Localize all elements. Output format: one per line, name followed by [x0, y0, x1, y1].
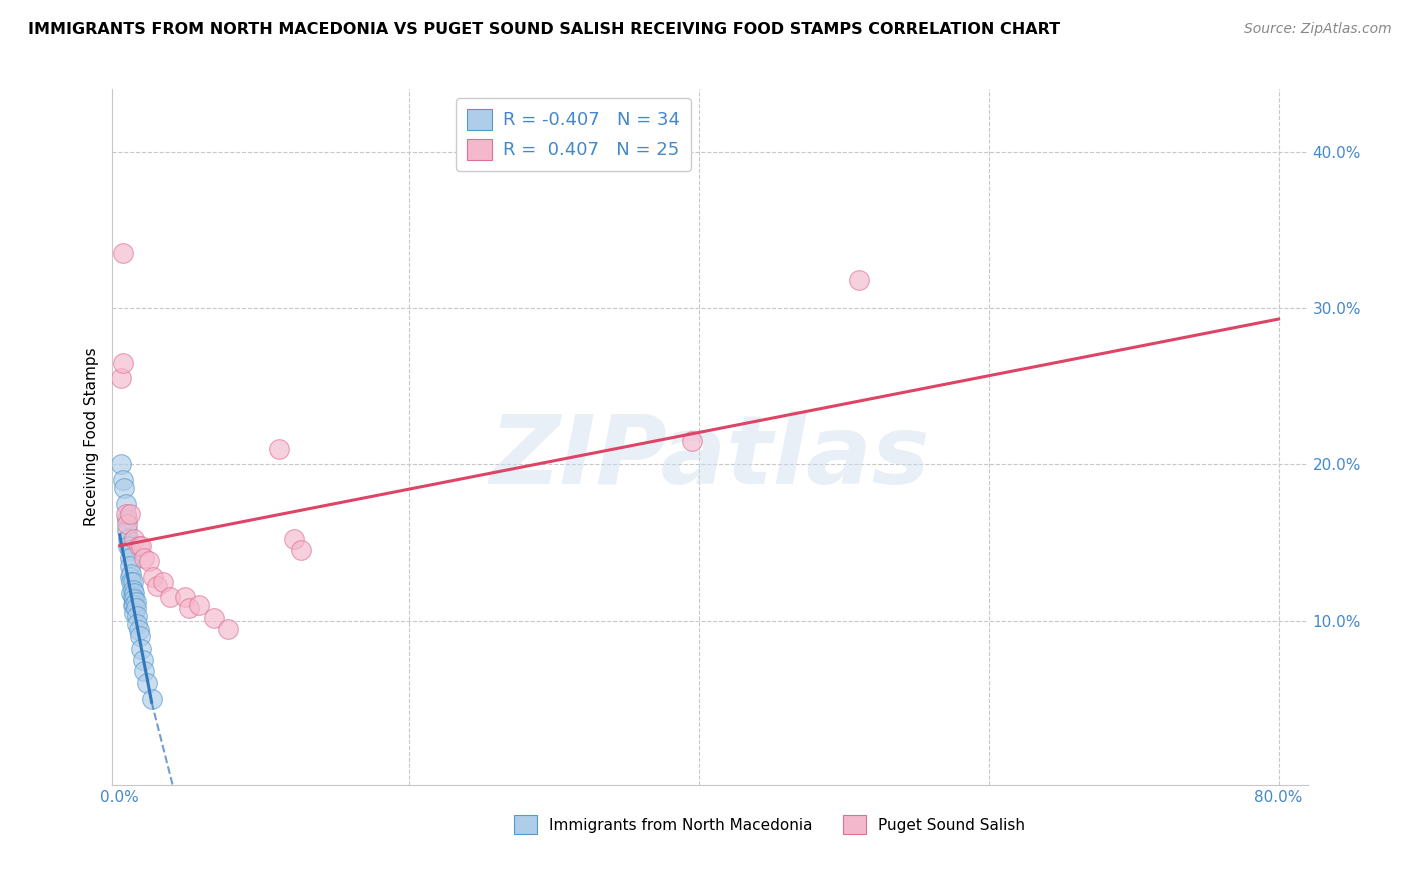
- Point: [122, 591, 145, 606]
- Text: Source: ZipAtlas.com: Source: ZipAtlas.com: [1244, 22, 1392, 37]
- Point: [122, 585, 145, 599]
- Point: [146, 579, 169, 593]
- Point: [124, 601, 146, 615]
- Point: [132, 653, 155, 667]
- Point: [117, 533, 139, 547]
- Point: [114, 508, 136, 522]
- Point: [174, 591, 197, 605]
- Point: [115, 512, 138, 526]
- Point: [283, 533, 305, 547]
- Point: [122, 606, 145, 620]
- Point: [681, 434, 703, 448]
- Point: [290, 543, 312, 558]
- Point: [142, 570, 165, 584]
- Point: [134, 551, 156, 566]
- Point: [111, 356, 134, 370]
- Point: [112, 481, 135, 495]
- Point: [141, 692, 163, 706]
- Point: [138, 554, 160, 568]
- Point: [121, 574, 143, 589]
- Point: [115, 523, 138, 537]
- Point: [188, 598, 211, 612]
- Point: [118, 570, 141, 584]
- Point: [217, 622, 239, 636]
- Point: [120, 574, 142, 589]
- Point: [124, 595, 146, 609]
- Point: [127, 609, 149, 624]
- Point: [127, 616, 149, 631]
- Text: ZIPatlas: ZIPatlas: [489, 411, 931, 505]
- Point: [128, 623, 150, 637]
- Legend: Immigrants from North Macedonia, Puget Sound Salish: Immigrants from North Macedonia, Puget S…: [508, 809, 1032, 840]
- Point: [122, 598, 145, 612]
- Point: [848, 273, 870, 287]
- Point: [121, 591, 143, 605]
- Point: [114, 496, 136, 510]
- Point: [110, 458, 132, 472]
- Point: [136, 676, 159, 690]
- Point: [159, 591, 181, 605]
- Point: [111, 246, 134, 260]
- Point: [121, 598, 143, 612]
- Point: [120, 585, 142, 599]
- Point: [128, 539, 150, 553]
- Text: IMMIGRANTS FROM NORTH MACEDONIA VS PUGET SOUND SALISH RECEIVING FOOD STAMPS CORR: IMMIGRANTS FROM NORTH MACEDONIA VS PUGET…: [28, 22, 1060, 37]
- Point: [118, 559, 141, 574]
- Point: [118, 508, 141, 522]
- Point: [118, 543, 141, 558]
- Point: [131, 642, 153, 657]
- Point: [117, 539, 139, 553]
- Point: [118, 551, 141, 566]
- Point: [152, 574, 174, 589]
- Point: [179, 601, 201, 615]
- Point: [122, 533, 145, 547]
- Y-axis label: Receiving Food Stamps: Receiving Food Stamps: [84, 348, 100, 526]
- Point: [111, 473, 134, 487]
- Point: [202, 610, 225, 624]
- Point: [131, 539, 153, 553]
- Point: [110, 371, 132, 385]
- Point: [134, 664, 156, 678]
- Point: [129, 629, 152, 643]
- Point: [115, 516, 138, 531]
- Point: [121, 582, 143, 597]
- Point: [267, 442, 290, 456]
- Point: [120, 566, 142, 581]
